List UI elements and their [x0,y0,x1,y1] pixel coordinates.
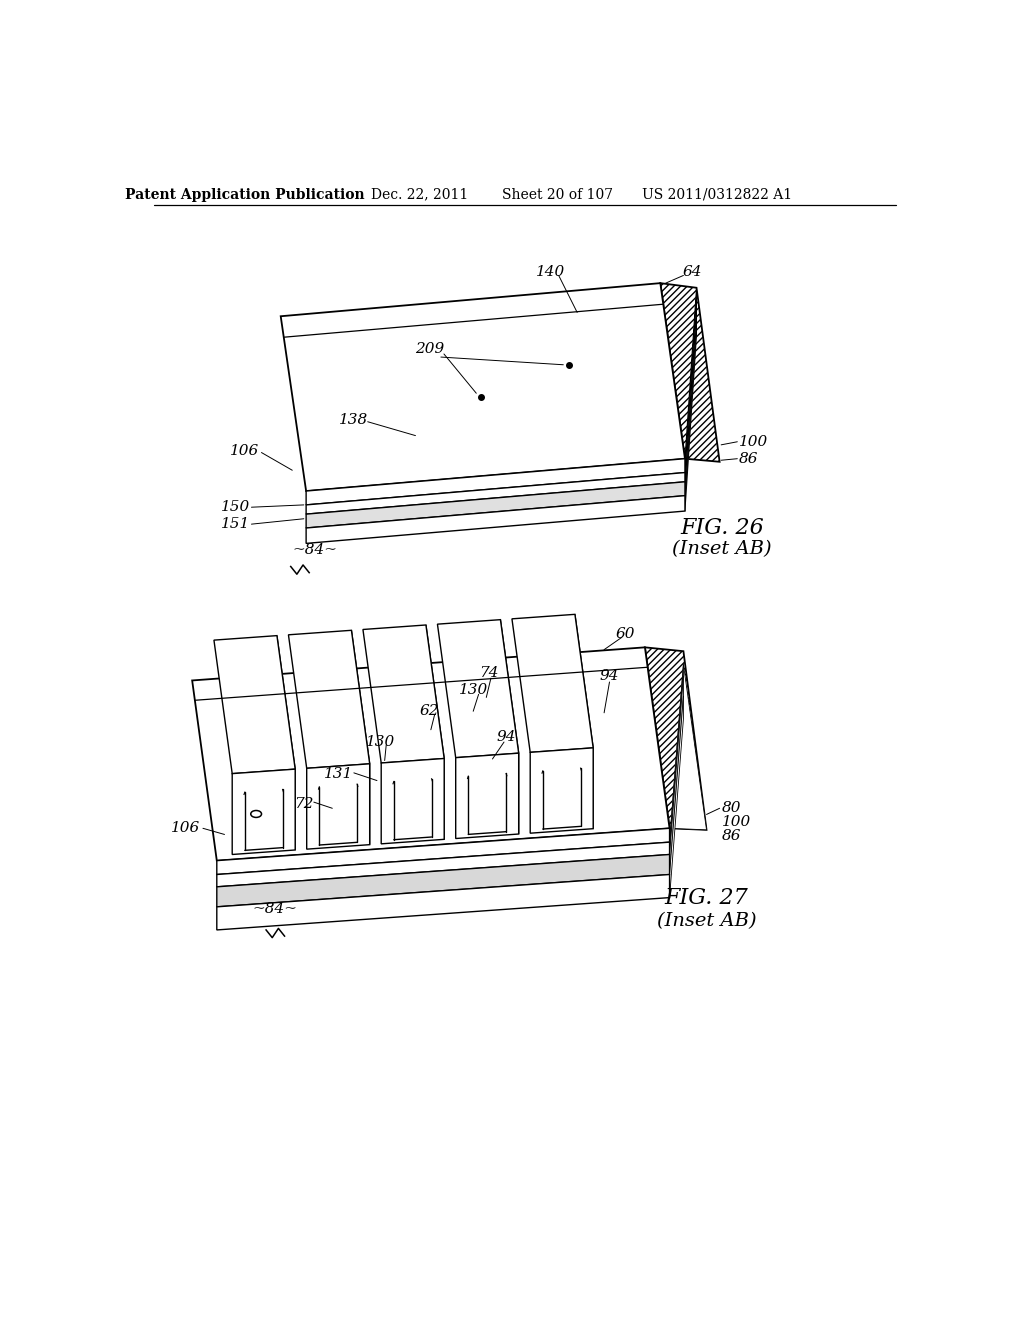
Polygon shape [232,770,295,854]
Text: 209: 209 [415,342,444,356]
Polygon shape [217,829,670,874]
Text: (Inset AB): (Inset AB) [656,912,757,929]
Text: 138: 138 [339,413,369,428]
Polygon shape [306,482,685,528]
Text: 130: 130 [367,735,395,748]
Text: ~84~: ~84~ [293,543,338,557]
Text: 74: 74 [479,665,499,680]
Polygon shape [512,614,593,752]
Polygon shape [670,664,707,842]
Text: 106: 106 [171,821,201,836]
Text: 86: 86 [739,451,759,466]
Text: 60: 60 [615,627,635,642]
Polygon shape [281,284,685,491]
Polygon shape [670,696,683,898]
Text: 151: 151 [220,517,250,531]
Text: 72: 72 [294,797,313,810]
Polygon shape [574,614,593,829]
Polygon shape [530,748,593,833]
Polygon shape [456,754,519,838]
Text: 100: 100 [722,816,752,829]
Polygon shape [685,306,696,496]
Polygon shape [670,664,683,854]
Polygon shape [660,284,720,462]
Polygon shape [685,321,696,511]
Text: 94: 94 [497,730,516,744]
Text: 100: 100 [739,434,768,449]
Text: US 2011/0312822 A1: US 2011/0312822 A1 [642,187,793,202]
Polygon shape [685,297,696,482]
Ellipse shape [251,810,261,817]
Text: Sheet 20 of 107: Sheet 20 of 107 [503,187,613,202]
Polygon shape [217,874,670,929]
Text: FIG. 27: FIG. 27 [665,887,749,908]
Polygon shape [685,288,696,473]
Polygon shape [437,619,519,758]
Text: 94: 94 [600,669,620,682]
Polygon shape [645,647,707,830]
Polygon shape [306,459,685,506]
Polygon shape [193,647,670,861]
Text: 140: 140 [536,265,565,280]
Text: Patent Application Publication: Patent Application Publication [125,187,365,202]
Polygon shape [306,496,685,544]
Polygon shape [276,636,295,850]
Polygon shape [214,636,295,774]
Text: 106: 106 [230,444,259,458]
Polygon shape [307,764,370,849]
Polygon shape [351,631,370,845]
Text: 80: 80 [722,801,741,816]
Polygon shape [501,619,519,834]
Text: 64: 64 [683,265,702,280]
Polygon shape [362,624,444,763]
Text: Dec. 22, 2011: Dec. 22, 2011 [371,187,468,202]
Text: 86: 86 [722,829,741,843]
Text: FIG. 26: FIG. 26 [680,517,764,539]
Polygon shape [670,676,683,874]
Polygon shape [381,759,444,843]
Text: 62: 62 [420,705,439,718]
Text: 150: 150 [220,500,250,515]
Polygon shape [306,473,685,515]
Text: (Inset AB): (Inset AB) [672,541,772,558]
Text: 131: 131 [324,767,353,781]
Polygon shape [426,624,444,840]
Polygon shape [289,631,370,768]
Polygon shape [217,842,670,887]
Polygon shape [217,854,670,907]
Text: 130: 130 [459,682,487,697]
Text: ~84~: ~84~ [253,902,298,916]
